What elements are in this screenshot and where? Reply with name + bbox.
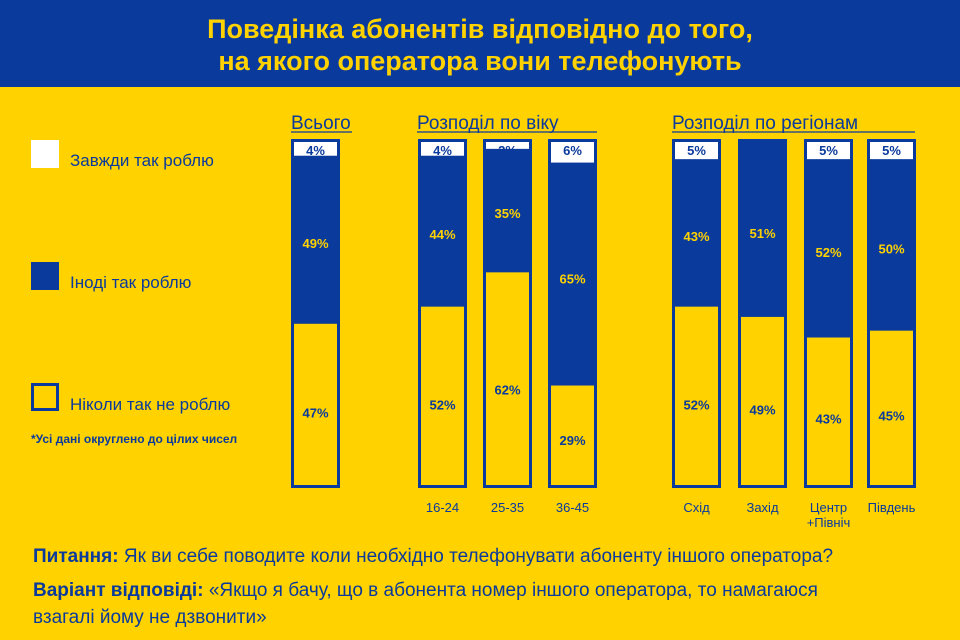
bar-never-2 [486,272,529,485]
bar-never-5 [741,316,784,485]
legend-label-always: Завжди так роблю [70,151,214,170]
data-label-sometimes-5: 51% [749,226,775,241]
group-title-1: Розподіл по віку [417,113,559,134]
bar-never-6 [807,337,850,485]
bar-always-0 [294,142,337,156]
bar-always-1 [421,142,464,156]
bar-always-7 [870,142,913,160]
data-label-always-4: 5% [687,143,706,158]
data-label-sometimes-4: 43% [683,229,709,244]
category-label-5: Захід [746,500,778,515]
bar-always-6 [807,142,850,160]
category-label-3: 36-45 [556,500,589,515]
data-label-sometimes-2: 35% [494,206,520,221]
title-banner: Поведінка абонентів відповідно до того, … [0,0,960,87]
legend-swatch-never [31,383,59,411]
bar-always-2 [486,142,529,149]
data-label-always-6: 5% [819,143,838,158]
data-label-never-0: 47% [302,405,328,420]
bar-never-7 [870,330,913,485]
chart-title-line1: Поведінка абонентів відповідно до того, [207,14,753,44]
bar-never-3 [551,385,594,485]
rounding-footnote: *Усі дані округлено до цілих чисел [31,432,238,446]
group-title-0: Всього [291,113,351,134]
data-label-always-3: 6% [563,143,582,158]
data-label-always-0: 4% [306,143,325,158]
data-label-sometimes-7: 50% [878,241,904,256]
data-label-never-6: 43% [815,412,841,427]
data-label-sometimes-3: 65% [559,272,585,287]
data-label-always-7: 5% [882,143,901,158]
data-label-always-1: 4% [433,143,452,158]
category-label-6: Центр +Північ [807,500,851,530]
legend-label-never: Ніколи так не роблю [70,395,231,414]
data-label-never-5: 49% [749,402,775,417]
bar-always-4 [675,142,718,160]
bar-never-4 [675,306,718,485]
question-text: Як ви себе поводите коли необхідно телеф… [123,546,834,567]
bar-never-0 [294,323,337,485]
answer-line: Варіант відповіді: «Якщо я бачу, що в аб… [33,579,818,603]
legend-swatch-always [31,140,59,168]
data-label-sometimes-0: 49% [302,236,328,251]
question-line: Питання: Як ви себе поводите коли необхі… [33,545,833,569]
bar-never-1 [421,306,464,485]
group-title-2: Розподіл по регіонам [672,113,858,134]
data-label-always-2: 2% [498,143,517,158]
question-label: Питання: [33,546,119,567]
answer-line2: взагалі йому не дзвонити» [33,607,267,628]
data-label-never-4: 52% [683,398,709,413]
data-label-never-1: 52% [429,398,455,413]
answer-label: Варіант відповіді: [33,580,204,601]
category-label-4: Схід [683,500,710,515]
legend-swatch-sometimes [31,262,59,290]
bar-always-3 [551,142,594,163]
data-label-never-3: 29% [559,433,585,448]
chart-title-line2: на якого оператора вони телефонують [218,46,742,76]
data-label-never-7: 45% [878,409,904,424]
answer-text-line1: «Якщо я бачу, що в абонента номер іншого… [208,580,818,601]
category-label-7: Південь [868,500,916,515]
data-label-never-2: 62% [494,382,520,397]
data-label-sometimes-6: 52% [815,245,841,260]
data-label-sometimes-1: 44% [429,227,455,242]
category-label-1: 16-24 [426,500,459,515]
legend-label-sometimes: Іноді так роблю [70,273,192,292]
category-label-2: 25-35 [491,500,524,515]
